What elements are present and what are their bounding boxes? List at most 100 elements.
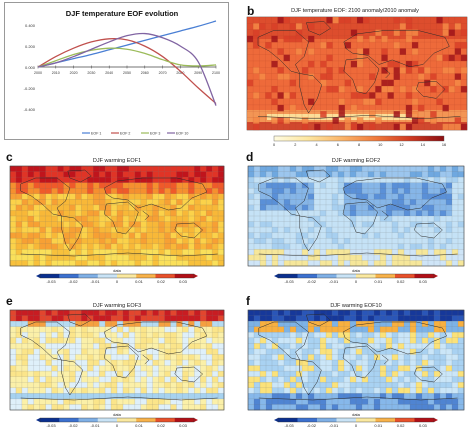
colorbar-tick-label: 10	[378, 143, 382, 147]
series-line-eof3	[37, 47, 217, 68]
colorbar-tick-label: 0	[116, 423, 119, 428]
x-tick-label: 2050	[123, 71, 131, 75]
map-title: DJF warming EOF2	[331, 158, 381, 164]
chart-legend: EOF 1 EOF 2 EOF 3 EOF 10	[82, 132, 188, 136]
eof10-map: -0.03 -0.02 -0.01 0 0.01 0.02 0.03 data	[247, 309, 465, 428]
colorbar-tick-label: 0.02	[157, 279, 166, 284]
map-grid	[247, 165, 465, 267]
colorbar-tick-label: -0.02	[68, 423, 78, 428]
chart-title: DJF temperature EOF evolution	[66, 9, 179, 18]
continent-outlines	[258, 313, 458, 401]
series-line-eof2	[37, 37, 217, 105]
legend-label: EOF 10	[176, 132, 188, 136]
colorbar-tick-label: -0.03	[285, 279, 295, 284]
colorbar-tick-label: 0.01	[374, 423, 383, 428]
map-cells	[247, 17, 468, 131]
x-tick-label: 2010	[52, 71, 60, 75]
y-tick-label: 0.000	[25, 65, 36, 70]
colorbar-tick-label: 0.02	[397, 279, 406, 284]
map-frame	[247, 309, 465, 411]
series-line-eof1	[37, 20, 217, 68]
map-grid	[9, 309, 225, 411]
colorbar: -0.03 -0.02 -0.01 0 0.01 0.02 0.03 data	[274, 268, 438, 284]
colorbar-tick-label: 6	[337, 143, 339, 147]
map-frame	[9, 165, 225, 267]
panel-letter: d	[246, 150, 254, 164]
legend-label: EOF 3	[150, 132, 160, 136]
colorbar-label: data	[352, 268, 361, 273]
map-title: DJF warming EOF1	[92, 158, 142, 164]
colorbar-tick-label: 0.02	[157, 423, 166, 428]
colorbar-tick-label: -0.01	[329, 423, 339, 428]
map-cells	[10, 166, 225, 267]
x-tick-label: 2020	[70, 71, 78, 75]
colorbar-tick-label: 16	[442, 143, 446, 147]
panel-c: c DJF warming EOF1 -0.03 -0.02 -0.01 0 0.01 0…	[2, 150, 232, 290]
colorbar-tick-label: 0.01	[374, 279, 383, 284]
colorbar-tick-label: -0.01	[329, 279, 339, 284]
panel-f: f DJF warming EOF10 -0.03 -0.02 -0.01 0 0.01…	[240, 294, 472, 439]
colorbar-tick-label: -0.01	[90, 279, 100, 284]
colorbar-tick-label: 0.01	[135, 423, 144, 428]
legend-label: EOF 1	[91, 132, 101, 136]
panel-b: b DJF temperature EOF: 2100 anomaly/2010…	[239, 2, 471, 147]
map-title: DJF temperature EOF: 2100 anomaly/2010 a…	[291, 8, 419, 14]
continent-outlines	[20, 313, 218, 401]
colorbar-tick-label: -0.02	[307, 279, 317, 284]
colorbar-tick-label: 0.02	[397, 423, 406, 428]
colorbar-tick-label: 2	[294, 143, 296, 147]
y-tick-label: 0.200	[25, 44, 36, 49]
colorbar-tick-label: 0.03	[419, 423, 428, 428]
panel-letter: e	[6, 294, 13, 308]
panel-letter: f	[246, 294, 250, 308]
colorbar-label: data	[113, 412, 122, 417]
colorbar: -0.03 -0.02 -0.01 0 0.01 0.02 0.03 data	[36, 412, 198, 428]
panel-d: d DJF warming EOF2 -0.03 -0.02 -0.01 0 0.01 0…	[240, 150, 472, 290]
colorbar-tick-label: 0	[355, 279, 358, 284]
colorbar-tick-label: 8	[358, 143, 360, 147]
colorbar-tick-label: 0.03	[179, 423, 188, 428]
chart-series	[37, 20, 217, 106]
colorbar-tick-label: 0.01	[135, 279, 144, 284]
colorbar-label: data	[352, 412, 361, 417]
eof2-map: -0.03 -0.02 -0.01 0 0.01 0.02 0.03 data	[247, 165, 465, 284]
map-grid	[247, 309, 465, 411]
series-line-eof10	[37, 32, 217, 106]
colorbar-tick-label: -0.03	[46, 423, 56, 428]
y-tick-label: 0.400	[25, 23, 36, 28]
x-tick-label: 2040	[105, 71, 113, 75]
colorbar-ticks: 0 2 4 6 8 10 12 14 16	[273, 143, 446, 147]
colorbar-tick-label: 14	[421, 143, 425, 147]
ratio-map: 0 2 4 6 8 10 12 14 16	[246, 16, 468, 147]
map-cells	[248, 166, 465, 267]
y-tick-label: -0.200	[24, 86, 36, 91]
colorbar: -0.03 -0.02 -0.01 0 0.01 0.02 0.03 data	[274, 412, 438, 428]
x-tick-label: 2030	[87, 71, 95, 75]
continent-outlines	[258, 169, 458, 257]
y-tick-label: -0.400	[24, 107, 36, 112]
colorbar-tick-label: 4	[315, 143, 317, 147]
x-tick-label: 2080	[176, 71, 184, 75]
colorbar-tick-label: 0	[355, 423, 358, 428]
panel-e: e DJF warming EOF3 -0.03 -0.02 -0.01 0 0.01 0…	[2, 294, 232, 439]
chart-axes: 0.400 0.200 0.000 -0.200 -0.400 2000 2010 2020 2…	[24, 23, 220, 112]
colorbar-tick-label: -0.02	[307, 423, 317, 428]
colorbar-tick-label: 0.03	[419, 279, 428, 284]
legend-label: EOF 2	[120, 132, 130, 136]
panel-a: a DJF temperature EOF evolution 0.4000.2…	[4, 2, 229, 140]
map-title: DJF warming EOF3	[92, 303, 142, 309]
colorbar-label: data	[113, 268, 122, 273]
eof-evolution-chart: DJF temperature EOF evolution 0.400 0.200…	[4, 2, 229, 140]
colorbar-tick-label: -0.02	[68, 279, 78, 284]
colorbar-tick-label: -0.03	[285, 423, 295, 428]
continent-outlines	[20, 169, 218, 257]
colorbar-tick-label: 0	[116, 279, 119, 284]
colorbar: -0.03 -0.02 -0.01 0 0.01 0.02 0.03 data	[36, 268, 198, 284]
map-cells	[10, 310, 225, 411]
colorbar-tick-label: 0.03	[179, 279, 188, 284]
x-tick-label: 2000	[34, 71, 42, 75]
eof3-map: -0.03 -0.02 -0.01 0 0.01 0.02 0.03 data	[9, 309, 225, 428]
x-tick-label: 2060	[141, 71, 149, 75]
colorbar-tick-label: 12	[399, 143, 403, 147]
map-title: DJF warming EOF10	[330, 303, 382, 309]
